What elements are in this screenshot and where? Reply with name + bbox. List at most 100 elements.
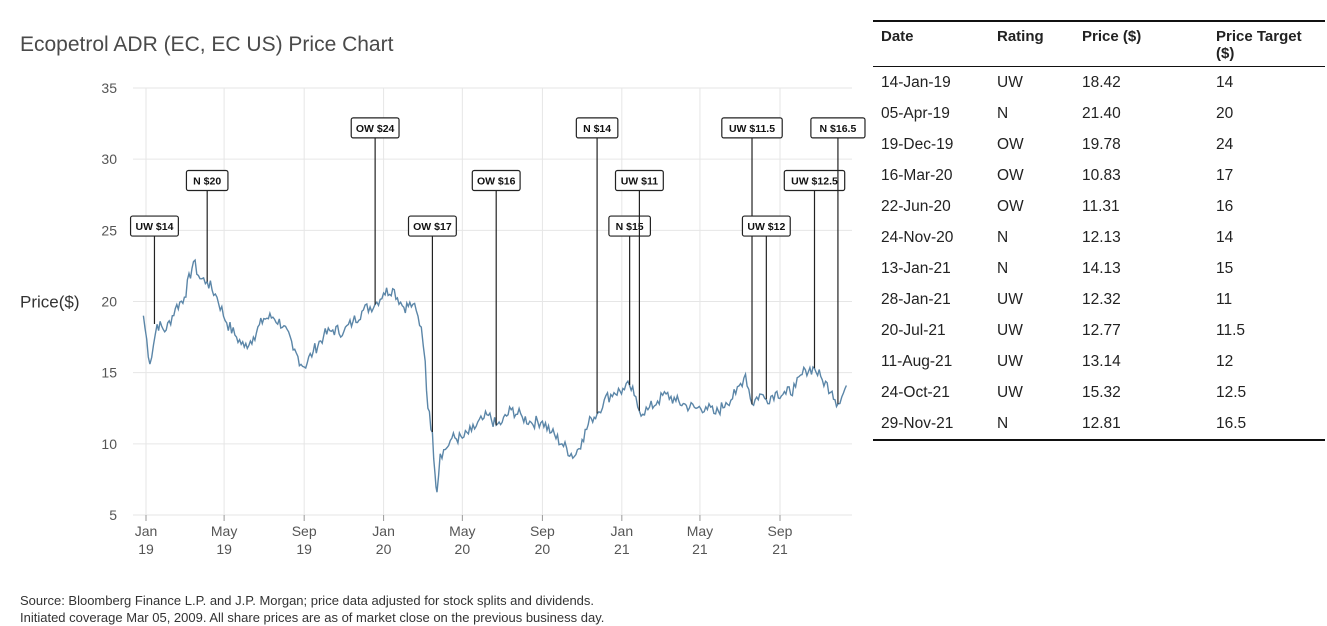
annotation-label: N $16.5 xyxy=(820,123,857,135)
x-tick-label: Sep xyxy=(530,523,555,539)
table-row: 14-Jan-19 UW 18.42 14 xyxy=(873,67,1325,99)
rating-annotations: UW $14 N $20 OW $24 OW $17 OW $16 N $14 N $15 U… xyxy=(129,117,866,433)
annotation-box xyxy=(129,215,179,237)
annotation-box xyxy=(185,169,229,192)
cell-price-target: 15 xyxy=(1216,259,1234,277)
annotation-label: N $14 xyxy=(583,123,611,135)
cell-price-target: 20 xyxy=(1216,104,1234,122)
cell-date: 05-Apr-19 xyxy=(881,104,950,122)
annotation-label: UW $12 xyxy=(747,221,785,233)
table-row: 13-Jan-21 N 14.13 15 xyxy=(873,253,1325,284)
cell-rating: OW xyxy=(997,197,1024,215)
table-row: 24-Oct-21 UW 15.32 12.5 xyxy=(873,377,1325,408)
y-tick-label: 20 xyxy=(101,294,117,310)
rating-annotation: UW $11.5 xyxy=(721,117,783,405)
table-row: 11-Aug-21 UW 13.14 12 xyxy=(873,346,1325,377)
cell-date: 19-Dec-19 xyxy=(881,135,954,153)
annotation-box xyxy=(471,169,521,192)
cell-price-target: 11.5 xyxy=(1216,321,1246,339)
cell-price: 14.13 xyxy=(1082,259,1121,277)
header-rating: Rating xyxy=(997,28,1044,45)
cell-price: 15.32 xyxy=(1082,383,1121,401)
table-row: 24-Nov-20 N 12.13 14 xyxy=(873,222,1325,253)
x-tick-label: May xyxy=(449,523,475,539)
cell-price-target: 24 xyxy=(1216,135,1234,153)
x-tick-label: 20 xyxy=(376,541,392,557)
annotation-label: OW $24 xyxy=(356,123,395,135)
cell-date: 24-Oct-21 xyxy=(881,383,950,401)
cell-price-target: 14 xyxy=(1216,228,1234,246)
cell-rating: N xyxy=(997,104,1009,122)
cell-price: 10.83 xyxy=(1082,166,1121,184)
cell-price: 12.81 xyxy=(1082,414,1121,432)
annotation-box xyxy=(721,117,783,139)
y-tick-label: 10 xyxy=(101,436,117,452)
cell-date: 24-Nov-20 xyxy=(881,228,954,246)
annotation-label: UW $11.5 xyxy=(729,123,775,135)
annotation-label: N $15 xyxy=(616,221,644,233)
x-tick-label: 19 xyxy=(138,541,154,557)
annotation-label: OW $17 xyxy=(413,221,452,233)
price-chart: 5 10 15 20 25 30 35 Jan 19 May 19 Sep 19 Jan 20 May 20 Se… xyxy=(20,80,866,557)
cell-price: 13.14 xyxy=(1082,352,1121,370)
cell-price: 12.32 xyxy=(1082,290,1121,308)
cell-rating: UW xyxy=(997,290,1023,308)
cell-rating: N xyxy=(997,228,1009,246)
y-tick-label: 25 xyxy=(101,222,117,238)
header-date: Date xyxy=(881,28,914,45)
table-row: 28-Jan-21 UW 12.32 11 xyxy=(873,284,1325,315)
y-tick-label: 15 xyxy=(101,365,117,381)
grid-lines xyxy=(133,87,852,516)
x-tick-label: 21 xyxy=(614,541,630,557)
rating-annotation: UW $11 xyxy=(614,169,664,411)
cell-price-target: 16 xyxy=(1216,197,1234,215)
rating-annotation: N $14 xyxy=(575,117,619,414)
axes: 5 10 15 20 25 30 35 Jan 19 May 19 Sep 19 Jan 20 May 20 Se… xyxy=(20,80,793,557)
y-tick-label: 35 xyxy=(101,80,117,96)
x-tick-label: May xyxy=(687,523,713,539)
cell-rating: UW xyxy=(997,73,1023,91)
rating-annotation: OW $24 xyxy=(350,117,400,305)
cell-price: 18.42 xyxy=(1082,73,1121,91)
x-tick-label: Jan xyxy=(135,523,158,539)
annotation-label: N $20 xyxy=(193,176,221,188)
x-tick-label: 21 xyxy=(692,541,708,557)
cell-date: 13-Jan-21 xyxy=(881,259,951,277)
x-tick-label: 20 xyxy=(455,541,471,557)
header-price-target: Price Target ($) xyxy=(1216,28,1302,62)
table-row: 22-Jun-20 OW 11.31 16 xyxy=(873,191,1325,222)
annotation-box xyxy=(614,169,664,192)
x-tick-label: 21 xyxy=(772,541,788,557)
x-tick-label: 20 xyxy=(535,541,551,557)
rating-annotation: UW $14 xyxy=(129,215,179,324)
rating-annotation: UW $12.5 xyxy=(783,169,846,369)
price-line xyxy=(142,258,848,493)
table-header-row: Date Rating Price ($) Price Target ($) xyxy=(873,21,1325,67)
cell-rating: N xyxy=(997,414,1009,432)
table-row: 19-Dec-19 OW 19.78 24 xyxy=(873,129,1325,160)
rating-annotation: UW $12 xyxy=(741,215,791,400)
annotation-box xyxy=(783,169,846,192)
rating-annotation: N $20 xyxy=(185,169,229,282)
y-tick-label: 30 xyxy=(101,151,117,167)
footnote: Source: Bloomberg Finance L.P. and J.P. … xyxy=(20,592,604,626)
x-tick-label: Sep xyxy=(768,523,793,539)
x-tick-label: Jan xyxy=(611,523,634,539)
x-tick-label: 19 xyxy=(216,541,232,557)
footnote-line-2: Initiated coverage Mar 05, 2009. All sha… xyxy=(20,610,605,625)
annotation-box xyxy=(407,215,457,237)
price-line-layer xyxy=(142,258,848,493)
cell-price-target: 14 xyxy=(1216,73,1234,91)
annotation-label: UW $14 xyxy=(135,221,173,233)
cell-price-target: 12.5 xyxy=(1216,383,1247,401)
table-row: 29-Nov-21 N 12.81 16.5 xyxy=(873,408,1325,440)
cell-price-target: 12 xyxy=(1216,352,1234,370)
annotation-box xyxy=(608,215,651,237)
x-tick-label: May xyxy=(211,523,237,539)
cell-rating: N xyxy=(997,259,1009,277)
rating-annotation: N $16.5 xyxy=(810,117,866,404)
cell-date: 28-Jan-21 xyxy=(881,290,951,308)
y-axis-label: Price($) xyxy=(20,293,80,312)
annotation-label: OW $16 xyxy=(477,176,516,188)
cell-price: 19.78 xyxy=(1082,135,1121,153)
